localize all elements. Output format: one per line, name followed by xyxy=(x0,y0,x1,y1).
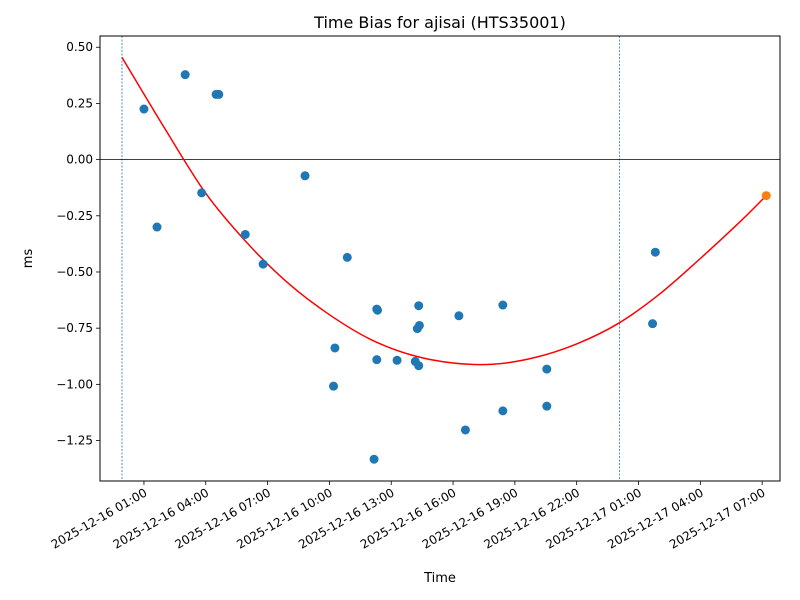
x-axis-label: Time xyxy=(423,571,456,586)
data-point xyxy=(342,252,352,262)
data-point xyxy=(180,70,190,80)
data-point xyxy=(498,406,508,416)
y-tick-label: −1.00 xyxy=(56,377,93,391)
data-point xyxy=(650,247,660,257)
y-tick-label: −0.25 xyxy=(56,209,93,223)
y-tick-label: −1.25 xyxy=(56,434,93,448)
data-point xyxy=(330,343,340,353)
data-point xyxy=(329,381,339,391)
data-point xyxy=(152,222,162,232)
data-point xyxy=(414,320,424,330)
data-point xyxy=(454,311,464,321)
data-point xyxy=(369,454,379,464)
data-point xyxy=(542,401,552,411)
y-tick-label: −0.75 xyxy=(56,321,93,335)
data-point xyxy=(240,229,250,239)
data-point xyxy=(258,259,268,269)
plot-frame xyxy=(99,35,781,482)
y-axis-label: ms xyxy=(21,249,36,269)
data-point xyxy=(300,171,310,181)
data-point xyxy=(542,364,552,374)
y-tick-label: 0.00 xyxy=(66,153,93,167)
data-point xyxy=(372,355,382,365)
y-tick-label: 0.25 xyxy=(66,96,93,110)
data-point xyxy=(214,89,224,99)
data-point xyxy=(498,300,508,310)
fit-curve xyxy=(121,56,767,366)
y-tick-label: 0.50 xyxy=(66,40,93,54)
y-tick-label: −0.50 xyxy=(56,265,93,279)
plot-area xyxy=(100,36,780,481)
y-axis: 0.50 0.25 0.00 −0.25 −0.50 −0.75 −1.00 −1.25 xyxy=(56,40,100,448)
data-point xyxy=(372,305,382,315)
latest-data-point xyxy=(761,191,771,201)
chart-title: Time Bias for ajisai (HTS35001) xyxy=(313,13,566,32)
data-point xyxy=(197,188,207,198)
data-point xyxy=(392,355,402,365)
data-point xyxy=(414,361,424,371)
data-point xyxy=(460,425,470,435)
data-point xyxy=(139,104,149,114)
data-point xyxy=(648,319,658,329)
data-point xyxy=(414,301,424,311)
